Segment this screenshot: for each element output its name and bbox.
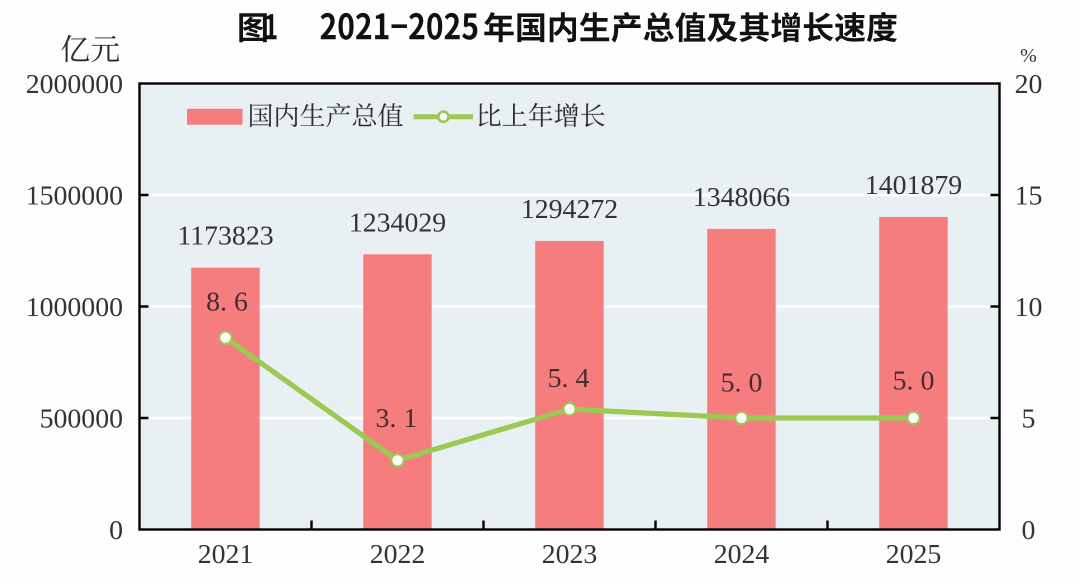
svg-text:5. 0: 5. 0 <box>893 365 935 396</box>
svg-text:1234029: 1234029 <box>349 207 446 238</box>
svg-text:5. 4: 5. 4 <box>548 363 590 394</box>
svg-text:8. 6: 8. 6 <box>206 287 248 318</box>
svg-text:%: % <box>1020 45 1037 67</box>
svg-text:500000: 500000 <box>40 404 123 435</box>
svg-text:15: 15 <box>1015 181 1043 212</box>
svg-text:2025: 2025 <box>886 539 942 570</box>
svg-text:2023: 2023 <box>542 539 598 570</box>
svg-text:10: 10 <box>1015 292 1043 323</box>
svg-text:3. 1: 3. 1 <box>376 403 418 434</box>
svg-text:2000000: 2000000 <box>26 69 123 100</box>
svg-text:1000000: 1000000 <box>26 292 123 323</box>
svg-text:2021: 2021 <box>198 539 254 570</box>
svg-text:5. 0: 5. 0 <box>721 368 763 399</box>
svg-text:1173823: 1173823 <box>177 221 273 252</box>
svg-text:0: 0 <box>109 515 123 546</box>
svg-text:1500000: 1500000 <box>26 181 123 212</box>
svg-text:0: 0 <box>1022 515 1036 546</box>
svg-text:1294272: 1294272 <box>521 194 618 225</box>
svg-text:20: 20 <box>1015 69 1043 100</box>
svg-text:1401879: 1401879 <box>865 170 962 201</box>
svg-text:2022: 2022 <box>370 539 426 570</box>
svg-text:2024: 2024 <box>714 539 770 570</box>
svg-text:5: 5 <box>1022 404 1036 435</box>
svg-text:1348066: 1348066 <box>693 182 790 213</box>
